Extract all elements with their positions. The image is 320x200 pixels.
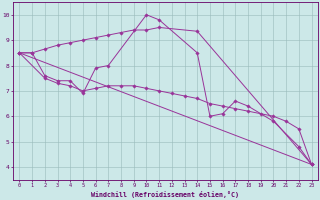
X-axis label: Windchill (Refroidissement éolien,°C): Windchill (Refroidissement éolien,°C) bbox=[92, 191, 239, 198]
